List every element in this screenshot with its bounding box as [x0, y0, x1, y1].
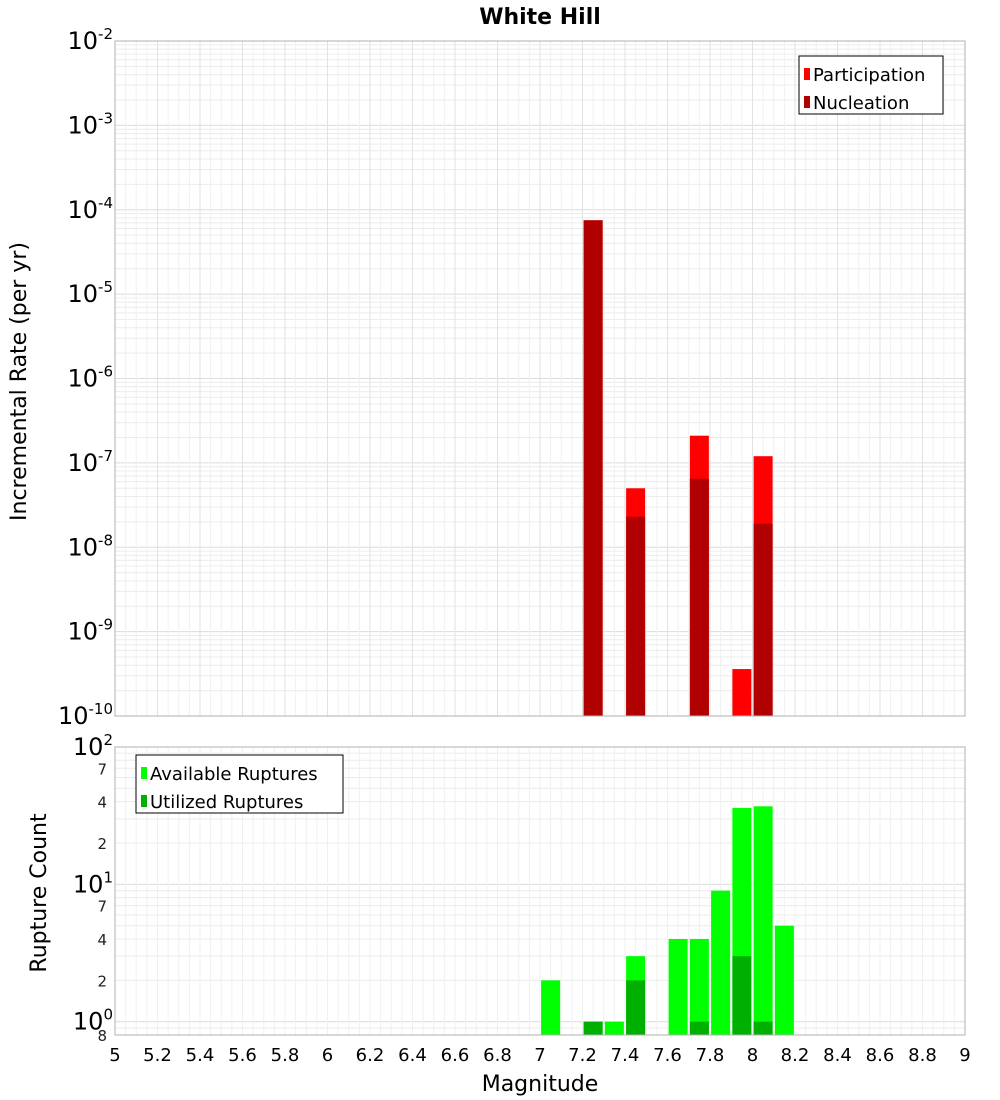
y-tick-label: 10-5	[67, 278, 113, 308]
legend-count: Available Ruptures Utilized Ruptures	[135, 754, 344, 814]
legend-box	[135, 754, 344, 814]
x-tick-label: 5.4	[186, 1045, 215, 1066]
y-axis-label-count: Rupture Count	[27, 813, 52, 973]
y-tick-label: 10-4	[67, 194, 113, 224]
bar-utilized-ruptures	[583, 1021, 603, 1035]
x-tick-label: 9	[959, 1045, 970, 1066]
bar-nucleation	[753, 523, 773, 716]
bar-utilized-ruptures	[753, 1021, 773, 1035]
bar-available-ruptures	[604, 1021, 624, 1035]
y-tick-label: 10-8	[67, 531, 113, 561]
legend-label: Nucleation	[813, 93, 909, 114]
legend-swatch	[141, 767, 147, 779]
bar-available-ruptures	[711, 890, 731, 1035]
legend-label: Available Ruptures	[150, 764, 318, 785]
legend-label: Utilized Ruptures	[150, 792, 303, 813]
y-minor-tick-label: 4	[97, 794, 107, 812]
bar-available-ruptures	[541, 980, 561, 1035]
x-tick-label: 5	[109, 1045, 120, 1066]
bar-available-ruptures	[774, 925, 794, 1035]
bar-available-ruptures	[753, 806, 773, 1035]
plot-border-rate	[114, 40, 966, 717]
x-tick-label: 6.8	[483, 1045, 512, 1066]
x-tick-label: 5.2	[143, 1045, 172, 1066]
y-tick-label: 100	[73, 1006, 113, 1036]
y-minor-tick-label: 8	[97, 1027, 107, 1045]
y-tick-label: 10-10	[58, 700, 113, 730]
x-tick-label: 6.4	[398, 1045, 427, 1066]
x-tick-label: 6.6	[441, 1045, 470, 1066]
legend-swatch	[804, 68, 810, 80]
legend-box	[798, 55, 944, 115]
x-tick-label: 7.4	[611, 1045, 640, 1066]
bars-count	[541, 806, 794, 1035]
bar-utilized-ruptures	[626, 980, 646, 1035]
x-tick-label: 5.6	[228, 1045, 257, 1066]
x-tick-label: 7.6	[653, 1045, 682, 1066]
y-tick-label: 10-3	[67, 109, 113, 139]
x-tick-label: 8.4	[823, 1045, 852, 1066]
x-axis-label: Magnitude	[482, 1072, 599, 1097]
y-tick-label: 102	[73, 731, 113, 761]
y-minor-tick-label: 7	[97, 898, 107, 916]
legend-rate: Participation Nucleation	[798, 55, 944, 115]
bar-available-ruptures	[668, 939, 688, 1035]
y-tick-label: 10-2	[67, 25, 113, 55]
y-axis-label-rate: Incremental Rate (per yr)	[7, 242, 32, 521]
bar-nucleation	[626, 516, 646, 716]
y-tick-label: 10-9	[67, 616, 113, 646]
bar-utilized-ruptures	[689, 1021, 709, 1035]
grid-count	[114, 747, 966, 1036]
x-tick-label: 8	[747, 1045, 758, 1066]
legend-swatch	[141, 795, 147, 807]
x-tick-label: 7	[534, 1045, 545, 1066]
plot-border-count	[114, 746, 966, 1036]
y-tick-label: 10-7	[67, 447, 113, 477]
x-tick-label: 5.8	[271, 1045, 300, 1066]
bars-rate	[583, 220, 773, 717]
x-tick-label: 8.8	[908, 1045, 937, 1066]
x-tick-label: 8.6	[866, 1045, 895, 1066]
y-minor-tick-label: 2	[97, 972, 107, 990]
y-minor-tick-label: 2	[97, 835, 107, 853]
x-tick-label: 6	[322, 1045, 333, 1066]
grid-rate	[114, 41, 966, 717]
y-minor-tick-label: 4	[97, 931, 107, 949]
bar-utilized-ruptures	[732, 956, 752, 1035]
legend-swatch	[804, 96, 810, 108]
x-tick-label: 7.8	[696, 1045, 725, 1066]
y-tick-label: 10-6	[67, 363, 113, 393]
bar-available-ruptures	[689, 939, 709, 1035]
y-tick-label: 101	[73, 868, 113, 898]
bar-nucleation	[689, 478, 709, 716]
chart-title: White Hill	[479, 5, 601, 30]
bar-nucleation	[583, 220, 603, 717]
x-tick-label: 7.2	[568, 1045, 597, 1066]
bar-participation	[732, 669, 752, 716]
x-tick-label: 8.2	[781, 1045, 810, 1066]
x-tick-label: 6.2	[356, 1045, 385, 1066]
y-minor-tick-label: 7	[97, 760, 107, 778]
legend-label: Participation	[813, 65, 925, 86]
